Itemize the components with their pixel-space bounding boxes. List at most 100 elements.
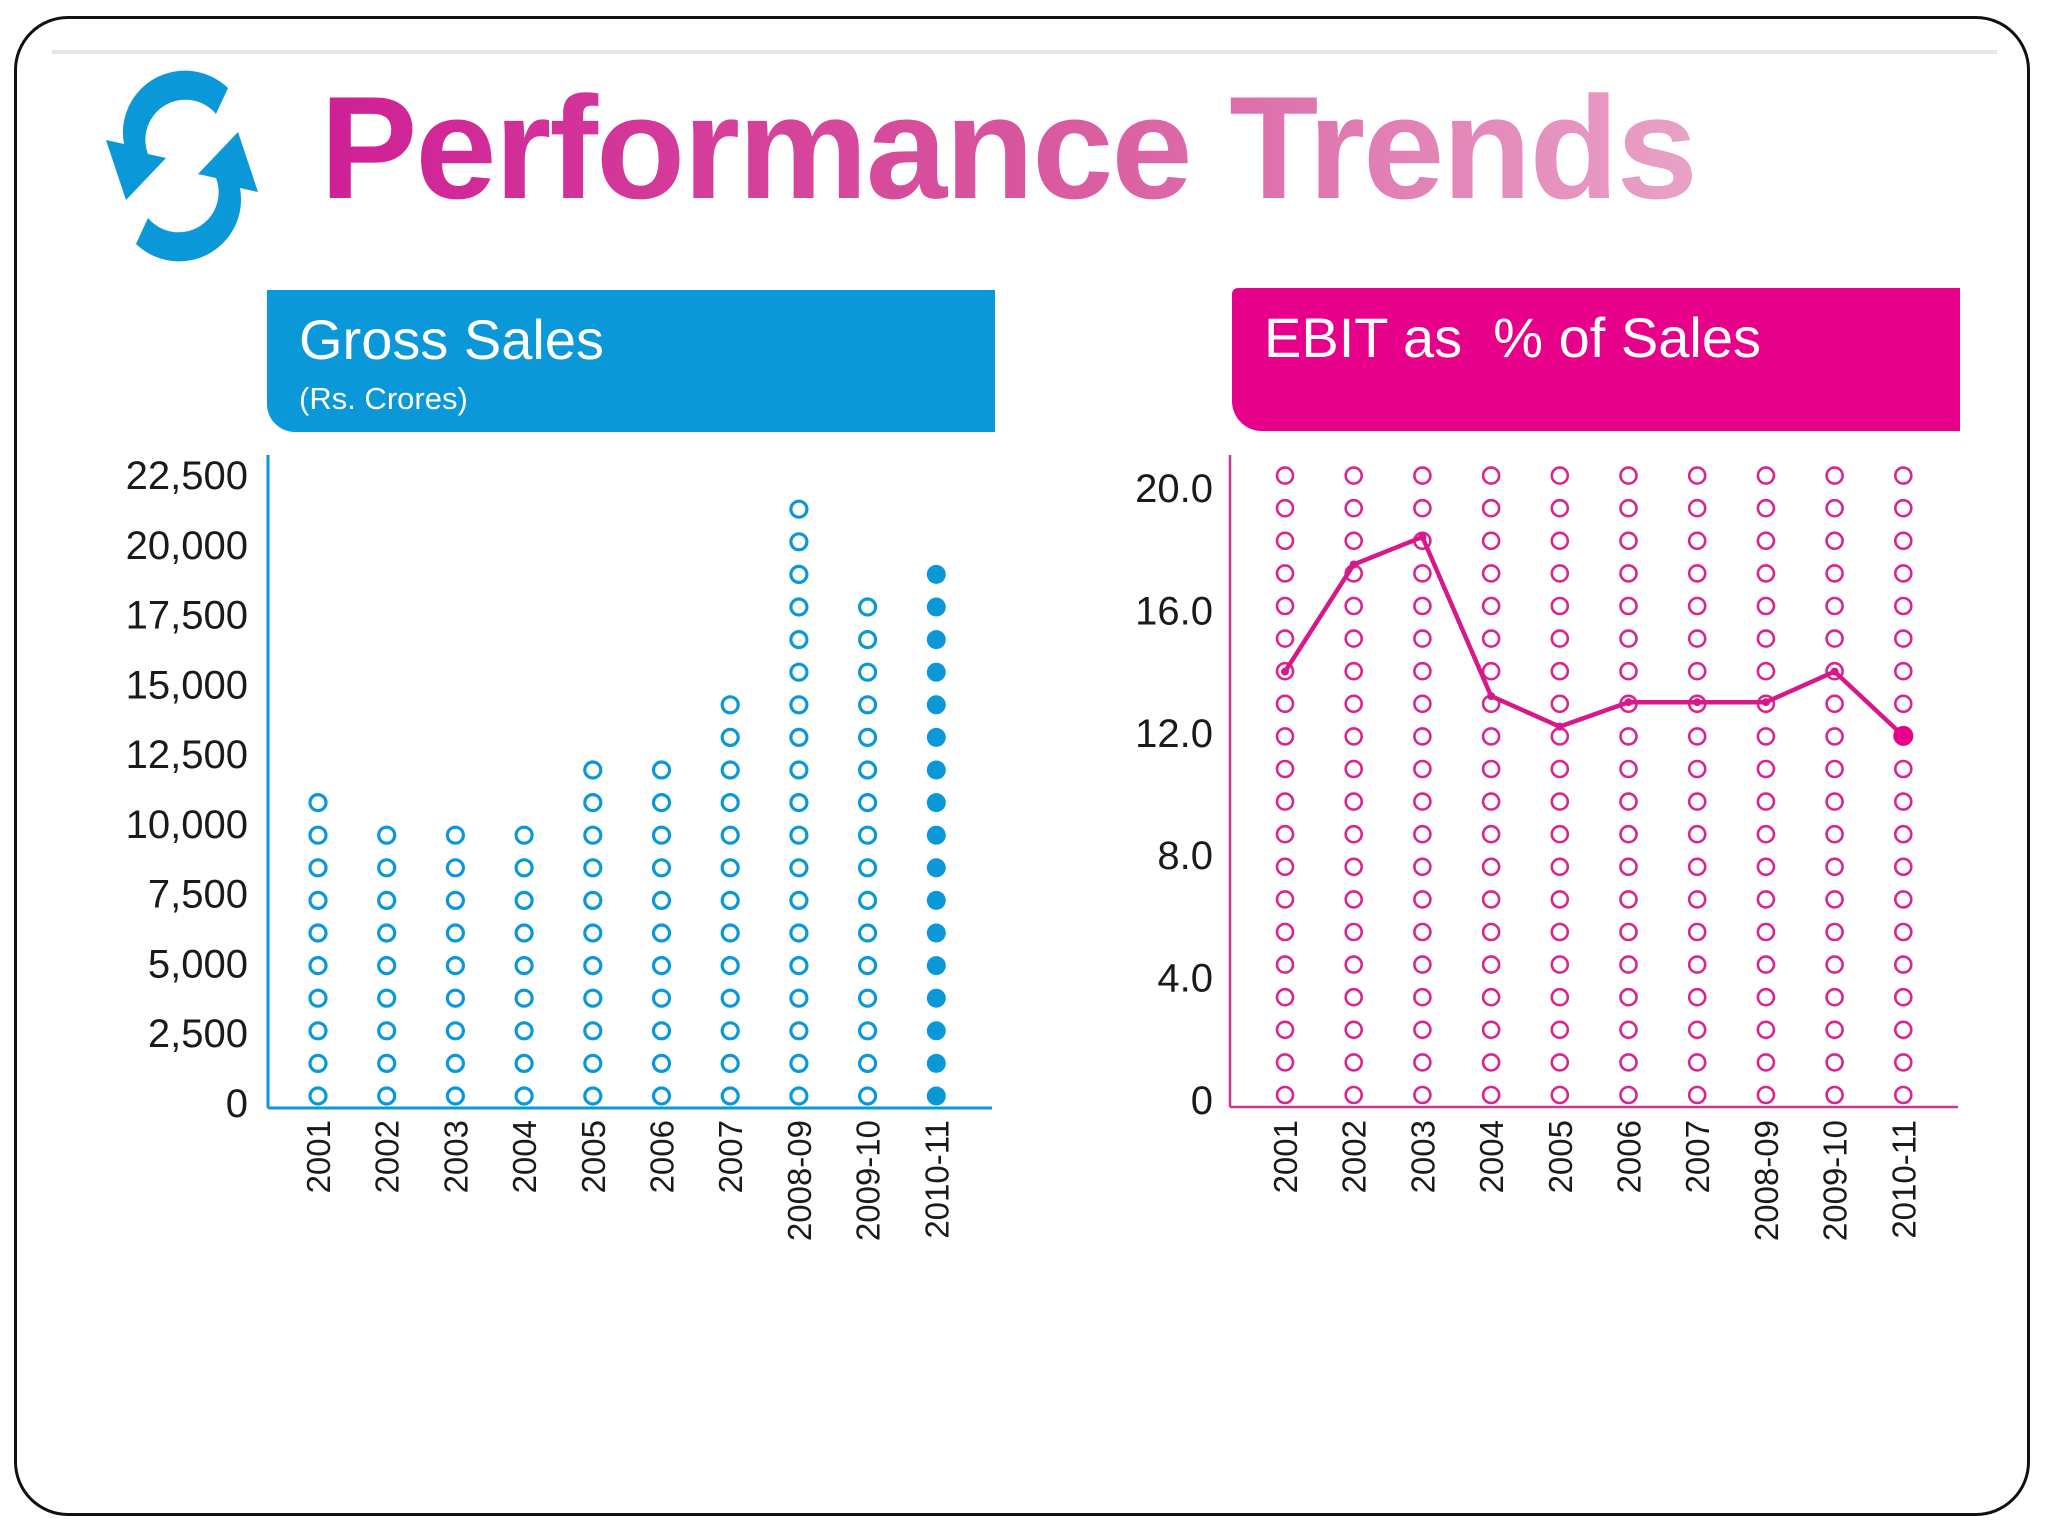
grid-dot [1825,857,1844,877]
bar-dot [857,1053,878,1074]
grid-dot [1481,792,1501,811]
bar-dot [583,1021,603,1041]
grid-dot [1687,1020,1707,1040]
grid-dot [1756,955,1776,974]
x-tick-label: 2003 [437,1120,474,1193]
grid-dot [1619,1085,1638,1105]
grid-dot [1550,890,1570,909]
grid-dot [1756,661,1776,681]
y-tick-label: 16.0 [1135,589,1213,633]
bar-dot [789,1053,809,1074]
grid-dot [1687,890,1707,909]
ebit-point-2004 [1487,692,1496,701]
grid-dot [1481,727,1501,746]
grid-dot [1550,857,1570,877]
grid-dot [1550,564,1570,583]
grid-dot [1550,596,1570,616]
bar-dot [857,858,878,878]
grid-dot [1413,792,1432,811]
dot-grid-column-2009-10 [1825,466,1844,1105]
grid-dot [1413,987,1432,1007]
grid-dot [1275,531,1295,551]
y-tick-label: 12.0 [1135,712,1213,756]
grid-dot [1894,890,1913,909]
bar-dot [857,662,878,682]
x-tick-label: 2006 [1611,1120,1648,1193]
grid-dot [1825,629,1844,648]
refresh-arrows-icon [106,70,258,262]
bar-dot [651,858,672,878]
grid-dot [1481,1085,1501,1105]
bar-dot [720,1053,740,1074]
bar-dot [720,1086,740,1106]
grid-dot [1825,498,1844,518]
grid-dot [1825,661,1844,681]
bar-dot [583,1086,603,1106]
bar-dot [926,630,946,650]
grid-dot [1344,531,1363,551]
bar-dot [377,1021,397,1041]
grid-dot [1756,1053,1776,1072]
y-tick-label: 0 [1191,1079,1213,1123]
ebit-title: EBIT as % of Sales [1264,306,1761,369]
bar-dot [789,890,809,911]
x-tick-label: 2005 [1542,1120,1579,1193]
x-tick-label: 2007 [1679,1120,1716,1193]
bar-dot [445,1053,465,1074]
bar-dot [377,1053,397,1074]
bar-2002 [377,825,397,1106]
grid-dot [1550,1020,1570,1040]
grid-dot [1550,531,1570,551]
grid-dot [1413,759,1432,779]
grid-dot [1413,564,1432,583]
grid-dot [1825,922,1844,942]
bar-dot [789,662,809,682]
grid-dot [1413,1085,1432,1105]
bar-dot [857,825,878,845]
grid-dot [1413,498,1432,518]
grid-dot [1687,661,1707,681]
grid-dot [1756,564,1776,583]
bar-dot [308,792,328,813]
grid-dot [1756,466,1776,485]
grid-dot [1825,955,1844,974]
bar-dot [857,1086,878,1106]
grid-dot [1550,824,1570,844]
grid-dot [1344,955,1363,974]
grid-dot [1687,466,1707,485]
grid-dot [1894,987,1913,1007]
bar-dot [445,1021,465,1041]
ebit-series-line [1283,534,1905,738]
grid-dot [1275,629,1295,648]
grid-dot [1825,792,1844,811]
bar-dot [926,1053,946,1073]
grid-dot [1275,759,1295,779]
grid-dot [1344,498,1363,518]
top-divider [52,50,1997,54]
grid-dot [1481,1020,1501,1040]
grid-dot [1825,1085,1844,1105]
bar-dot [926,793,946,813]
grid-dot [1894,792,1913,811]
bar-2003 [445,825,465,1106]
bar-2006 [651,760,672,1106]
grid-dot [1275,564,1295,583]
dot-grid-column-2007 [1687,466,1707,1105]
bar-dot [789,923,809,943]
bar-dot [514,858,534,878]
grid-dot [1413,466,1432,485]
bar-dot [926,662,946,682]
y-tick-label: 7,500 [148,873,248,917]
bar-dot [789,825,809,845]
bar-dot [377,988,397,1008]
grid-dot [1825,824,1844,844]
grid-dot [1413,1053,1432,1072]
x-tick-label: 2009-10 [850,1120,887,1241]
grid-dot [1825,1053,1844,1072]
grid-dot [1344,1085,1363,1105]
grid-dot [1687,564,1707,583]
ebit-point-2006 [1624,698,1633,707]
grid-dot [1756,531,1776,551]
grid-dot [1894,629,1913,648]
